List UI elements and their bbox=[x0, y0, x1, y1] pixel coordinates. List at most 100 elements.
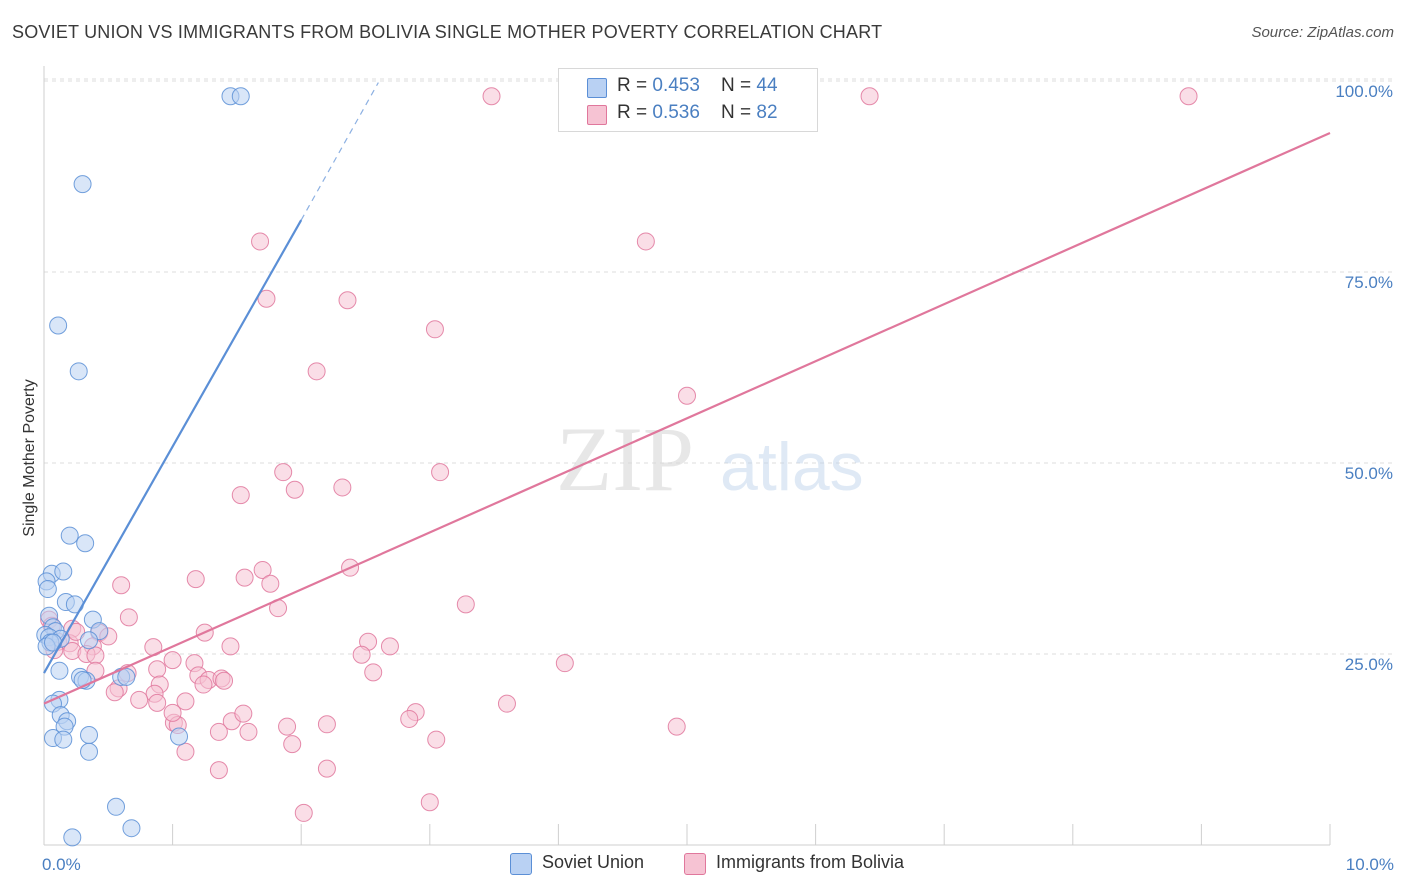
bolivia-point bbox=[317, 715, 336, 734]
soviet-point bbox=[107, 797, 126, 816]
soviet-point bbox=[80, 631, 99, 650]
bolivia-point bbox=[257, 289, 276, 308]
soviet-point bbox=[54, 730, 73, 749]
bolivia-point bbox=[636, 232, 655, 251]
x-tick-label: 0.0% bbox=[42, 855, 81, 874]
soviet-point bbox=[80, 725, 99, 744]
legend-r-label: R = bbox=[617, 75, 653, 96]
legend-r-value: 0.453 bbox=[652, 75, 700, 96]
bolivia-point bbox=[427, 730, 446, 749]
watermark: ZIP atlas bbox=[556, 408, 864, 510]
tick-labels: 25.0% 50.0% 75.0% 100.0% 0.0% 10.0% bbox=[42, 82, 1394, 874]
y-axis-label: Single Mother Poverty bbox=[21, 379, 38, 536]
soviet-point bbox=[117, 667, 136, 686]
bolivia-point bbox=[261, 574, 280, 593]
soviet-point bbox=[231, 87, 250, 106]
legend-r-value: 0.536 bbox=[652, 102, 700, 123]
bolivia-point bbox=[307, 362, 326, 381]
y-tick-label: 75.0% bbox=[1345, 273, 1393, 292]
bolivia-point bbox=[176, 742, 195, 761]
axes bbox=[43, 66, 1331, 846]
bolivia-point bbox=[678, 386, 696, 405]
bolivia-point bbox=[1179, 87, 1198, 106]
soviet-point bbox=[73, 175, 92, 194]
bolivia-point bbox=[119, 608, 138, 627]
bolivia-point bbox=[130, 690, 149, 709]
bolivia-point bbox=[278, 717, 297, 736]
soviet-point bbox=[50, 661, 69, 680]
soviet-point bbox=[54, 562, 73, 581]
bolivia-point bbox=[163, 703, 182, 722]
bolivia-point bbox=[317, 759, 336, 778]
bolivia-point bbox=[209, 761, 228, 780]
legend-n-label: N = bbox=[721, 102, 757, 123]
soviet-point bbox=[122, 819, 141, 838]
bolivia-point bbox=[239, 722, 258, 741]
bottom-swatch-blue bbox=[510, 853, 532, 875]
bolivia-point bbox=[283, 735, 302, 754]
bolivia-point bbox=[209, 722, 228, 741]
chart-title: SOVIET UNION VS IMMIGRANTS FROM BOLIVIA … bbox=[12, 22, 883, 42]
soviet-point bbox=[170, 727, 189, 746]
bolivia-point bbox=[186, 570, 205, 589]
legend-swatch-blue bbox=[587, 78, 607, 98]
bolivia-point bbox=[497, 694, 516, 713]
y-tick-label: 25.0% bbox=[1345, 655, 1393, 674]
bolivia-point bbox=[456, 595, 475, 614]
soviet-point bbox=[38, 580, 57, 599]
bolivia-point bbox=[294, 803, 313, 822]
soviet-point bbox=[76, 534, 95, 553]
legend-n-value: 44 bbox=[756, 75, 778, 96]
legend-n-label: N = bbox=[721, 75, 757, 96]
bolivia-point bbox=[425, 320, 444, 339]
y-tick-label: 100.0% bbox=[1335, 82, 1393, 101]
y-tick-label: 50.0% bbox=[1345, 464, 1393, 483]
bolivia-point bbox=[420, 793, 439, 812]
bolivia-point bbox=[274, 463, 293, 482]
bolivia-point bbox=[215, 671, 234, 690]
bolivia-point bbox=[333, 478, 352, 497]
bolivia-point bbox=[194, 675, 213, 694]
soviet-point bbox=[60, 526, 79, 545]
bolivia-point bbox=[400, 709, 419, 728]
bottom-swatch-pink bbox=[684, 853, 706, 875]
correlation-legend: R = 0.453 N = 44 R = 0.536 N = 82 bbox=[558, 68, 818, 132]
bolivia-point bbox=[86, 646, 105, 665]
bolivia-point bbox=[667, 717, 686, 736]
legend-swatch-pink bbox=[587, 105, 607, 125]
legend-r-label: R = bbox=[617, 102, 653, 123]
soviet-trend-extension bbox=[300, 82, 379, 221]
bottom-legend-label: Immigrants from Bolivia bbox=[716, 852, 905, 872]
soviet-trend-line bbox=[43, 219, 303, 674]
bolivia-point bbox=[352, 645, 371, 664]
bolivia-trend-line bbox=[43, 131, 1331, 705]
bolivia-point bbox=[112, 576, 131, 595]
bolivia-point bbox=[253, 560, 272, 579]
watermark-atlas: atlas bbox=[720, 429, 864, 505]
bolivia-point bbox=[431, 463, 450, 482]
bolivia-point bbox=[148, 660, 167, 679]
bolivia-point bbox=[251, 232, 270, 251]
source-label: Source: ZipAtlas.com bbox=[1251, 24, 1394, 41]
soviet-point bbox=[63, 828, 82, 847]
bottom-legend-label: Soviet Union bbox=[542, 852, 645, 872]
soviet-point bbox=[80, 742, 99, 761]
legend-n-value: 82 bbox=[756, 102, 778, 123]
bolivia-point bbox=[235, 568, 254, 587]
bolivia-point bbox=[860, 87, 879, 106]
bolivia-point bbox=[105, 683, 124, 702]
bolivia-points bbox=[40, 87, 1198, 822]
x-tick-label: 10.0% bbox=[1346, 855, 1394, 874]
bolivia-point bbox=[555, 654, 574, 673]
bolivia-point bbox=[221, 637, 240, 656]
bolivia-point bbox=[231, 486, 250, 505]
soviet-point bbox=[69, 362, 88, 381]
bolivia-point bbox=[148, 693, 167, 712]
soviet-point bbox=[49, 316, 68, 335]
bolivia-point bbox=[285, 480, 304, 499]
trend-lines bbox=[43, 82, 1331, 705]
bolivia-point bbox=[163, 651, 182, 670]
bolivia-point bbox=[176, 692, 195, 711]
grid-lines bbox=[44, 78, 1394, 655]
bolivia-point bbox=[482, 87, 501, 106]
